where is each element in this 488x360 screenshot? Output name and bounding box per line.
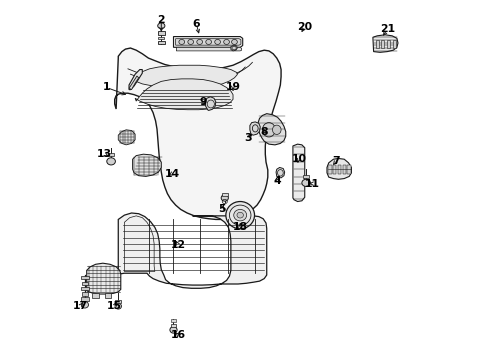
Bar: [381, 40, 384, 48]
Text: 1: 1: [102, 82, 110, 93]
Text: 7: 7: [331, 156, 339, 166]
Bar: [92, 293, 99, 298]
Bar: [158, 37, 164, 40]
Polygon shape: [86, 263, 121, 294]
Polygon shape: [175, 39, 241, 45]
Polygon shape: [276, 167, 284, 178]
Polygon shape: [204, 97, 215, 111]
Bar: [158, 41, 164, 44]
Text: 6: 6: [192, 19, 200, 29]
Text: 19: 19: [225, 82, 240, 93]
Text: 20: 20: [297, 22, 312, 32]
Bar: [108, 153, 114, 156]
Text: 16: 16: [170, 330, 185, 340]
Text: 15: 15: [107, 301, 122, 311]
Ellipse shape: [158, 23, 164, 29]
Ellipse shape: [231, 40, 237, 44]
Ellipse shape: [233, 210, 246, 221]
Polygon shape: [372, 35, 397, 52]
Bar: [158, 31, 164, 35]
Ellipse shape: [179, 40, 184, 44]
Ellipse shape: [115, 303, 121, 309]
Polygon shape: [230, 45, 237, 51]
Ellipse shape: [81, 302, 88, 308]
Ellipse shape: [169, 327, 177, 333]
Polygon shape: [249, 122, 260, 135]
Text: 17: 17: [73, 301, 88, 311]
Text: 13: 13: [97, 149, 112, 159]
Polygon shape: [326, 158, 351, 179]
Text: 18: 18: [232, 222, 247, 232]
Bar: [81, 292, 88, 296]
Text: 4: 4: [273, 176, 281, 186]
Bar: [375, 40, 378, 48]
Bar: [342, 165, 346, 174]
Bar: [170, 324, 176, 327]
Ellipse shape: [272, 125, 281, 134]
Bar: [392, 40, 395, 48]
Bar: [81, 276, 89, 279]
Polygon shape: [176, 47, 241, 51]
Bar: [81, 287, 89, 290]
Bar: [303, 175, 308, 178]
Ellipse shape: [106, 158, 115, 165]
Bar: [337, 165, 341, 174]
Polygon shape: [258, 114, 285, 145]
Polygon shape: [173, 37, 242, 47]
Ellipse shape: [225, 202, 254, 229]
Ellipse shape: [221, 195, 228, 201]
Ellipse shape: [214, 40, 220, 44]
Polygon shape: [135, 79, 233, 110]
Polygon shape: [129, 69, 142, 90]
Bar: [221, 193, 227, 195]
Ellipse shape: [301, 179, 310, 186]
Bar: [115, 300, 121, 303]
Bar: [327, 165, 331, 174]
Text: 12: 12: [170, 240, 185, 250]
Text: 21: 21: [379, 24, 394, 35]
Ellipse shape: [262, 123, 275, 137]
Text: 10: 10: [291, 154, 306, 164]
Polygon shape: [132, 154, 161, 176]
Bar: [346, 165, 350, 174]
Text: 3: 3: [244, 133, 251, 143]
Bar: [171, 319, 175, 322]
Polygon shape: [118, 213, 266, 288]
Polygon shape: [133, 65, 237, 88]
Polygon shape: [129, 76, 139, 90]
Bar: [81, 282, 88, 285]
Text: 8: 8: [260, 127, 267, 136]
Polygon shape: [118, 130, 135, 145]
Text: 14: 14: [164, 168, 179, 179]
Bar: [332, 165, 336, 174]
Text: 11: 11: [305, 179, 320, 189]
Bar: [105, 293, 111, 298]
Ellipse shape: [237, 212, 243, 218]
Polygon shape: [115, 48, 281, 220]
Ellipse shape: [196, 40, 202, 44]
Text: 9: 9: [199, 97, 206, 107]
Ellipse shape: [205, 40, 211, 44]
Text: 2: 2: [157, 15, 165, 26]
Ellipse shape: [187, 40, 193, 44]
Polygon shape: [292, 144, 304, 202]
Bar: [386, 40, 389, 48]
Ellipse shape: [223, 40, 229, 44]
Text: 5: 5: [218, 204, 225, 214]
Bar: [81, 297, 88, 301]
